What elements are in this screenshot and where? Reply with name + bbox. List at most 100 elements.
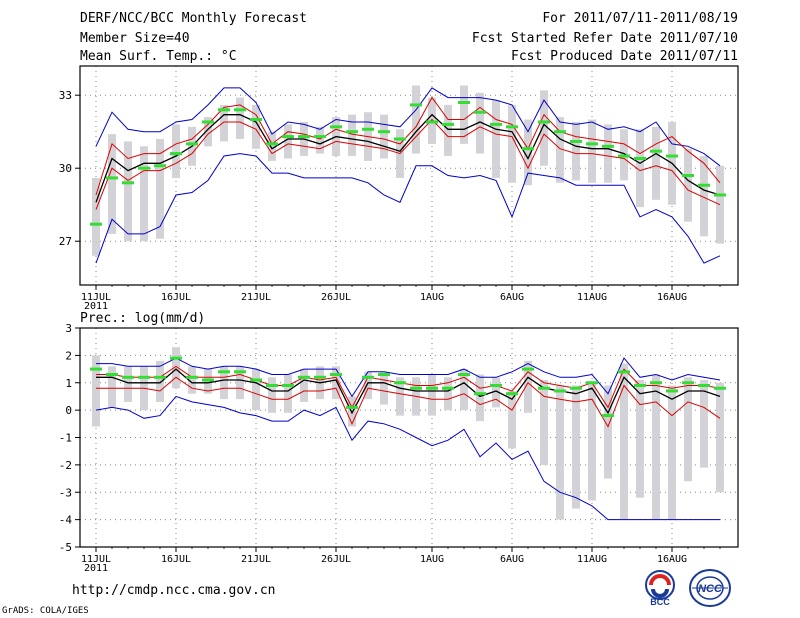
temp-median-marker xyxy=(122,181,134,185)
temp-spread-box xyxy=(652,126,660,200)
prec-spread-box xyxy=(124,366,132,402)
temp-panel: 27 30 33 11JUL 16JUL 21JUL 26JUL 1AUG 6AUG 11AUG 1… xyxy=(59,65,739,312)
temp-spread-box xyxy=(700,156,708,237)
prec-upper-line xyxy=(96,365,721,409)
prec-median-marker xyxy=(378,373,390,377)
prec-median-marker xyxy=(458,373,470,377)
prec-median-marker xyxy=(570,386,582,390)
prec-median-marker xyxy=(538,386,550,390)
prec-spread-box xyxy=(188,366,196,394)
temp-spread-box xyxy=(556,117,564,183)
temp-median-marker xyxy=(362,127,374,131)
prec-median-marker xyxy=(106,373,118,377)
prec-spread-box xyxy=(460,369,468,411)
prec-xtick-label: 1AUG xyxy=(420,554,444,565)
temp-median-marker xyxy=(538,120,550,124)
prec-spread-box xyxy=(476,374,484,422)
temp-median-marker xyxy=(474,110,486,114)
temp-spread-box xyxy=(140,146,148,242)
temp-xtick-label: 6AUG xyxy=(500,292,524,303)
source-url[interactable]: http://cmdp.ncc.cma.gov.cn xyxy=(72,583,276,598)
prec-median-marker xyxy=(602,414,614,418)
temp-xtick-label: 16AUG xyxy=(657,292,687,303)
prec-median-marker xyxy=(138,375,150,379)
prec-median-marker xyxy=(442,386,454,390)
temp-median-marker xyxy=(506,125,518,129)
temp-median-marker xyxy=(154,164,166,168)
temp-spread-box xyxy=(172,124,180,178)
prec-spread-box xyxy=(332,366,340,400)
temp-median-marker xyxy=(250,118,262,122)
prec-spread-box xyxy=(588,382,596,501)
prec-spread-box xyxy=(156,360,164,402)
prec-median-marker xyxy=(410,386,422,390)
prec-median-marker xyxy=(218,370,230,374)
prec-mean-line xyxy=(96,368,721,415)
prec-median-marker xyxy=(186,375,198,379)
temp-median-marker xyxy=(602,144,614,148)
temp-year-label: 2011 xyxy=(84,301,108,312)
prec-median-marker xyxy=(554,389,566,393)
prec-spread-box xyxy=(92,355,100,427)
temp-median-marker xyxy=(282,135,294,139)
prec-min-line xyxy=(95,395,720,521)
member-size-label: Member Size=40 xyxy=(80,31,190,46)
prec-median-marker xyxy=(266,383,278,387)
temp-spread-box xyxy=(92,177,100,256)
prec-spread-box xyxy=(396,377,404,416)
prec-median-marker xyxy=(474,392,486,396)
temp-spread-box xyxy=(508,104,516,183)
temp-xtick-label: 16JUL xyxy=(161,292,191,303)
grads-credit: GrADS: COLA/IGES xyxy=(2,606,89,616)
prec-spread-box xyxy=(556,385,564,520)
temp-median-marker xyxy=(458,101,470,104)
prec-spread-box xyxy=(620,363,628,520)
temp-median-marker xyxy=(698,183,710,187)
temp-median-marker xyxy=(650,149,662,153)
prec-spread-box xyxy=(636,380,644,498)
prec-ytick-label: 1 xyxy=(65,377,72,390)
temp-median-marker xyxy=(170,152,182,156)
prec-spread-box xyxy=(172,347,180,389)
prec-spread-box xyxy=(236,366,244,400)
temp-spread-box xyxy=(636,129,644,208)
temp-xtick-label: 11JUL xyxy=(81,292,111,303)
temp-median-marker xyxy=(346,130,358,134)
temp-spread-box xyxy=(604,124,612,183)
temp-median-marker xyxy=(666,154,678,158)
prec-max-line xyxy=(96,357,721,398)
temp-median-marker xyxy=(298,135,310,139)
prec-ytick-label: 2 xyxy=(65,349,72,362)
prec-spread-box xyxy=(700,380,708,468)
prec-spread-box xyxy=(268,377,276,413)
prec-median-marker xyxy=(522,367,534,371)
temp-spread-box xyxy=(444,104,452,157)
prec-ytick-label: -1 xyxy=(59,432,72,445)
prec-median-marker xyxy=(698,383,710,387)
temp-median-marker xyxy=(634,156,646,160)
prec-spread-box xyxy=(524,360,532,413)
prec-ytick-label: -5 xyxy=(59,541,72,554)
prec-panel-title: Prec.: log(mm/d) xyxy=(80,311,205,326)
temp-median-marker xyxy=(106,176,118,180)
prec-spread-box xyxy=(428,374,436,416)
temp-spread-box xyxy=(572,121,580,181)
prec-median-marker xyxy=(618,370,630,374)
prec-xtick-label: 21JUL xyxy=(241,554,271,565)
prec-spread-box xyxy=(508,390,516,449)
prec-spread-box xyxy=(572,385,580,509)
temp-mean-line xyxy=(95,113,721,203)
temp-xtick-label: 21JUL xyxy=(241,292,271,303)
temp-spread-box xyxy=(124,141,132,242)
prec-ytick-label: 0 xyxy=(65,404,72,417)
prec-spread-box xyxy=(492,377,500,408)
temp-xtick-label: 11AUG xyxy=(577,292,607,303)
temp-spread-box xyxy=(156,139,164,239)
temp-median-marker xyxy=(314,135,326,139)
prec-median-marker xyxy=(122,375,134,379)
prec-spread-box xyxy=(284,374,292,413)
bcc-logo: BCC xyxy=(645,570,675,607)
temp-median-marker xyxy=(570,139,582,143)
temp-median-marker xyxy=(442,122,454,126)
